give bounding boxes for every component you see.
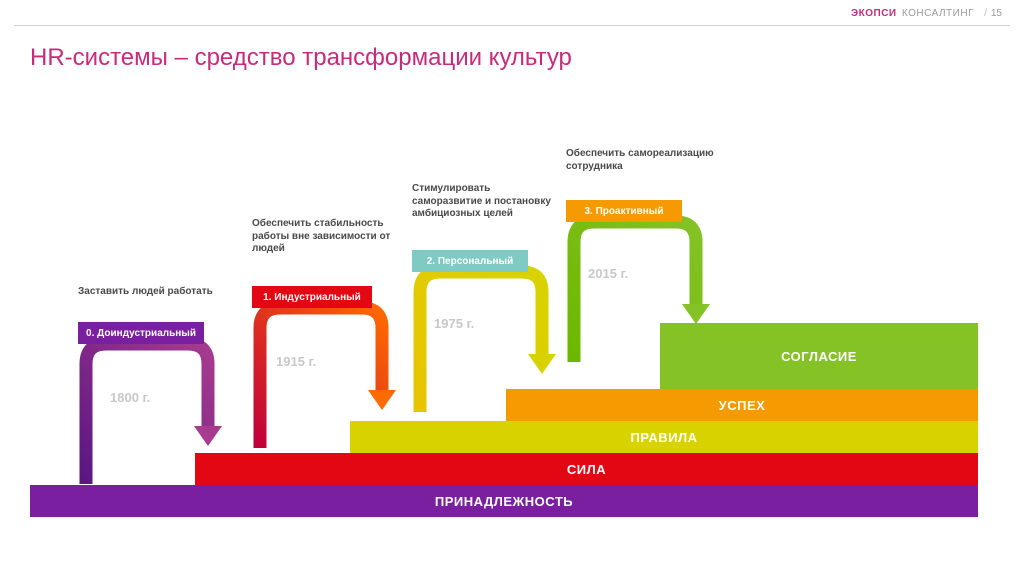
platform-bar: СОГЛАСИЕ (660, 323, 978, 389)
year-label: 1800 г. (110, 390, 150, 405)
stage-badge: 0. Доиндустриальный (78, 322, 204, 344)
page-title: HR-системы – средство трансформации куль… (30, 44, 572, 72)
header-rule: ЭКОПСИ КОНСАЛТИНГ /15 (14, 8, 1010, 26)
brand-secondary: КОНСАЛТИНГ (902, 8, 974, 19)
platform-bar: СИЛА (195, 453, 978, 485)
brand-primary: ЭКОПСИ (851, 8, 897, 19)
stage-description: Обеспечить самореализацию сотрудника (566, 148, 716, 173)
page-number: /15 (984, 8, 1002, 19)
year-label: 2015 г. (588, 266, 628, 281)
platform-bar: ПРАВИЛА (350, 421, 978, 453)
year-label: 1975 г. (434, 316, 474, 331)
stage-badge: 2. Персональный (412, 250, 528, 272)
year-label: 1915 г. (276, 354, 316, 369)
brand: ЭКОПСИ КОНСАЛТИНГ (851, 8, 974, 19)
stage-badge: 3. Проактивный (566, 200, 682, 222)
stage-badge: 1. Индустриальный (252, 286, 372, 308)
stage-description: Заставить людей работать (78, 286, 228, 299)
platform-bar: ПРИНАДЛЕЖНОСТЬ (30, 485, 978, 517)
stage-description: Стимулировать саморазвитие и постановку … (412, 183, 562, 221)
platform-bar: УСПЕХ (506, 389, 978, 421)
page-number-value: 15 (991, 8, 1002, 19)
stage-description: Обеспечить стабильность работы вне завис… (252, 218, 402, 256)
